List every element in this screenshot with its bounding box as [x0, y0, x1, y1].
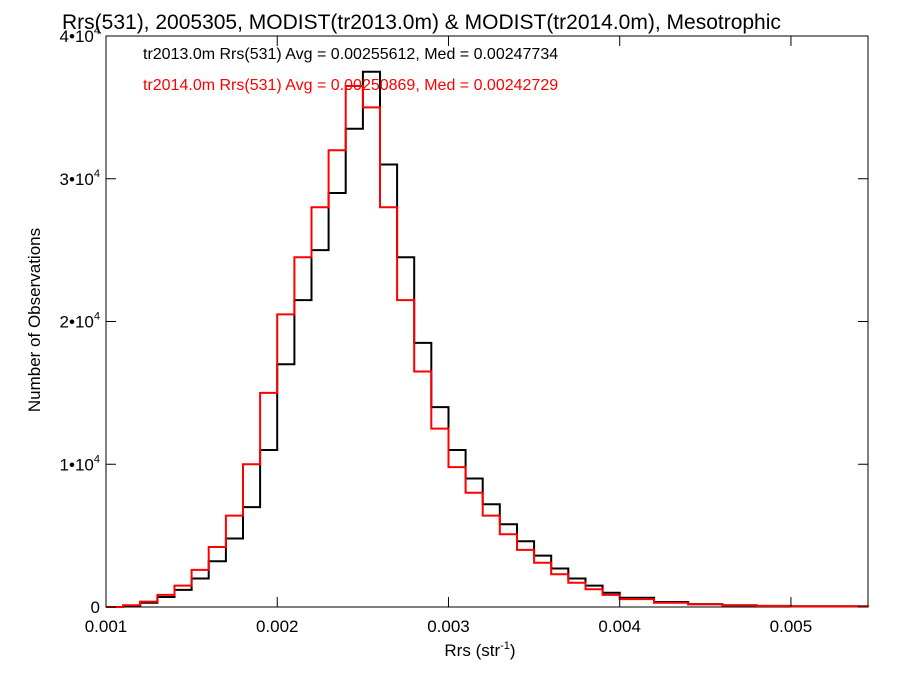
x-tick-label: 0.001: [85, 617, 128, 636]
y-tick-label: 1•104: [60, 453, 100, 474]
tick-marks: [105, 35, 868, 608]
x-axis-label: Rrs (str-1): [444, 640, 515, 660]
y-tick-label: 3•104: [60, 168, 100, 189]
series-line-1: [106, 70, 869, 608]
plot-border: [105, 35, 869, 608]
chart-title: Rrs(531), 2005305, MODIST(tr2013.0m) & M…: [62, 11, 781, 34]
y-axis-label: Number of Observations: [25, 228, 44, 412]
plot-frame: [105, 35, 869, 608]
x-tick-label: 0.005: [770, 617, 813, 636]
tick-labels: 0.001 0.002 0.003 0.004 0.005 0 1•104 2•104 3•10…: [60, 25, 813, 636]
legend: tr2013.0m Rrs(531) Avg = 0.00255612, Med…: [143, 46, 558, 94]
series-layer: [106, 70, 869, 608]
legend-entry-1: tr2013.0m Rrs(531) Avg = 0.00255612, Med…: [143, 46, 558, 63]
legend-entry-2: tr2014.0m Rrs(531) Avg = 0.00250869, Med…: [143, 77, 558, 94]
y-tick-label: 4•104: [60, 25, 100, 46]
x-tick-label: 0.002: [256, 617, 299, 636]
x-tick-label: 0.004: [598, 617, 641, 636]
x-tick-label: 0.003: [427, 617, 470, 636]
series-line-2: [106, 85, 869, 608]
y-tick-label: 0: [91, 598, 100, 617]
y-tick-label: 2•104: [60, 311, 100, 332]
